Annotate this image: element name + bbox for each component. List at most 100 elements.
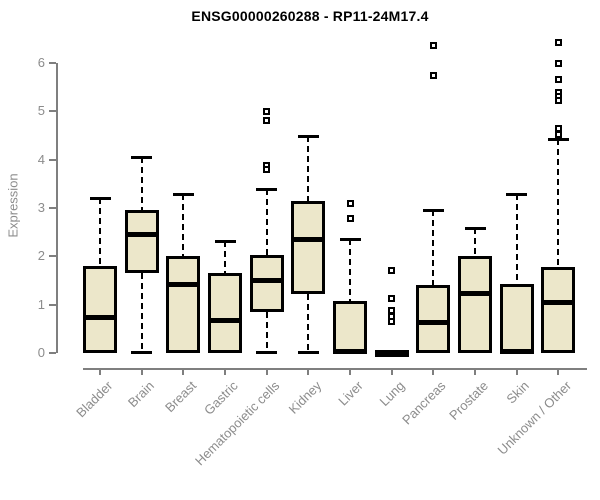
upper-whisker-cap: [131, 156, 153, 160]
x-axis-tick: [182, 368, 185, 375]
upper-whisker-cap: [506, 193, 528, 197]
box-hematopoietic-cells: [249, 255, 284, 312]
upper-whisker-cap: [256, 187, 278, 191]
median-line: [541, 299, 576, 305]
x-axis-tick-label: Gastric: [200, 378, 241, 418]
upper-whisker: [99, 198, 101, 266]
y-axis-tick: [49, 158, 56, 161]
outlier-point: [263, 107, 271, 115]
outlier-point: [346, 215, 354, 223]
x-axis-tick-label: Brain: [125, 378, 158, 411]
x-axis-tick-label: Prostate: [445, 378, 491, 423]
box-unknown-other: [541, 266, 576, 353]
median-line: [499, 348, 534, 354]
outlier-point: [388, 294, 396, 302]
x-axis-tick-label: Lung: [376, 378, 408, 410]
box-kidney: [291, 200, 326, 295]
lower-whisker-cap: [131, 351, 153, 354]
upper-whisker: [140, 157, 143, 211]
x-axis-tick: [474, 368, 477, 375]
upper-whisker-cap: [214, 239, 236, 243]
upper-whisker-cap: [172, 192, 194, 196]
x-axis-tick: [99, 368, 101, 375]
y-axis-tick-label: 3: [37, 200, 45, 215]
y-axis-tick: [49, 110, 56, 113]
median-line: [333, 349, 368, 355]
x-axis-tick: [349, 368, 352, 375]
x-axis-tick-label: Skin: [503, 378, 533, 407]
median-line: [374, 349, 409, 355]
median-line: [166, 281, 201, 287]
x-axis-line: [83, 368, 587, 370]
box-gastric: [208, 273, 242, 353]
outlier-point: [554, 97, 562, 105]
outlier-point: [388, 267, 396, 275]
upper-whisker-cap: [464, 227, 486, 231]
y-axis-tick-label: 0: [37, 345, 45, 360]
y-axis-line: [56, 63, 58, 353]
outlier-point: [388, 318, 396, 326]
y-axis-tick: [49, 352, 56, 354]
upper-whisker: [182, 193, 185, 257]
x-axis-tick: [140, 368, 143, 375]
upper-whisker-cap: [339, 238, 361, 242]
x-axis-tick-label: Bladder: [73, 378, 116, 421]
median-line: [208, 317, 242, 323]
y-axis-tick: [49, 303, 56, 306]
chart-title: ENSG00000260288 - RP11-24M17.4: [191, 8, 429, 24]
upper-whisker: [349, 239, 352, 301]
box-liver: [333, 300, 368, 353]
x-axis-tick-label: Kidney: [285, 378, 324, 417]
y-axis-tick-label: 6: [37, 55, 45, 71]
lower-whisker: [307, 294, 310, 353]
x-axis-tick: [265, 368, 268, 375]
x-axis-tick-label: Breast: [161, 378, 199, 416]
y-axis-tick-label: 2: [37, 248, 45, 264]
median-line: [249, 278, 284, 283]
x-axis-tick: [224, 368, 226, 375]
y-axis-tick-label: 4: [37, 151, 45, 167]
y-axis-tick: [49, 255, 56, 258]
y-axis-tick: [49, 62, 56, 65]
box-skin: [499, 283, 534, 353]
box-bladder: [83, 266, 117, 353]
lower-whisker: [265, 311, 268, 353]
outlier-point: [263, 116, 271, 124]
x-axis-tick: [557, 368, 560, 375]
x-axis-tick: [307, 368, 310, 375]
upper-whisker-cap: [547, 137, 569, 141]
upper-whisker-cap: [297, 134, 319, 138]
upper-whisker: [515, 194, 518, 284]
outlier-point: [429, 71, 437, 79]
upper-whisker: [224, 240, 226, 274]
x-axis-tick: [390, 368, 393, 375]
y-axis-tick: [49, 207, 56, 209]
upper-whisker: [432, 210, 435, 286]
upper-whisker-cap: [89, 197, 111, 201]
y-axis-tick-label: 5: [37, 103, 45, 119]
outlier-point: [554, 75, 562, 83]
x-axis-tick-label: Liver: [335, 378, 366, 409]
outlier-point: [554, 131, 562, 139]
median-line: [124, 232, 159, 238]
outlier-point: [429, 41, 437, 49]
outlier-point: [346, 199, 354, 207]
median-line: [416, 320, 451, 326]
box-breast: [166, 256, 201, 353]
upper-whisker: [307, 135, 310, 201]
lower-whisker-cap: [256, 351, 278, 354]
upper-whisker-cap: [422, 209, 444, 213]
x-axis-tick: [515, 368, 518, 375]
box-brain: [124, 210, 159, 274]
y-axis-tick-label: 1: [37, 296, 45, 312]
outlier-point: [554, 38, 562, 46]
x-axis-tick-label: Pancreas: [399, 378, 449, 428]
median-line: [458, 291, 493, 297]
outlier-point: [554, 124, 562, 132]
lower-whisker: [140, 273, 143, 353]
box-prostate: [458, 256, 493, 353]
x-axis-tick: [432, 368, 435, 375]
box-pancreas: [416, 285, 451, 353]
median-line: [83, 315, 117, 321]
